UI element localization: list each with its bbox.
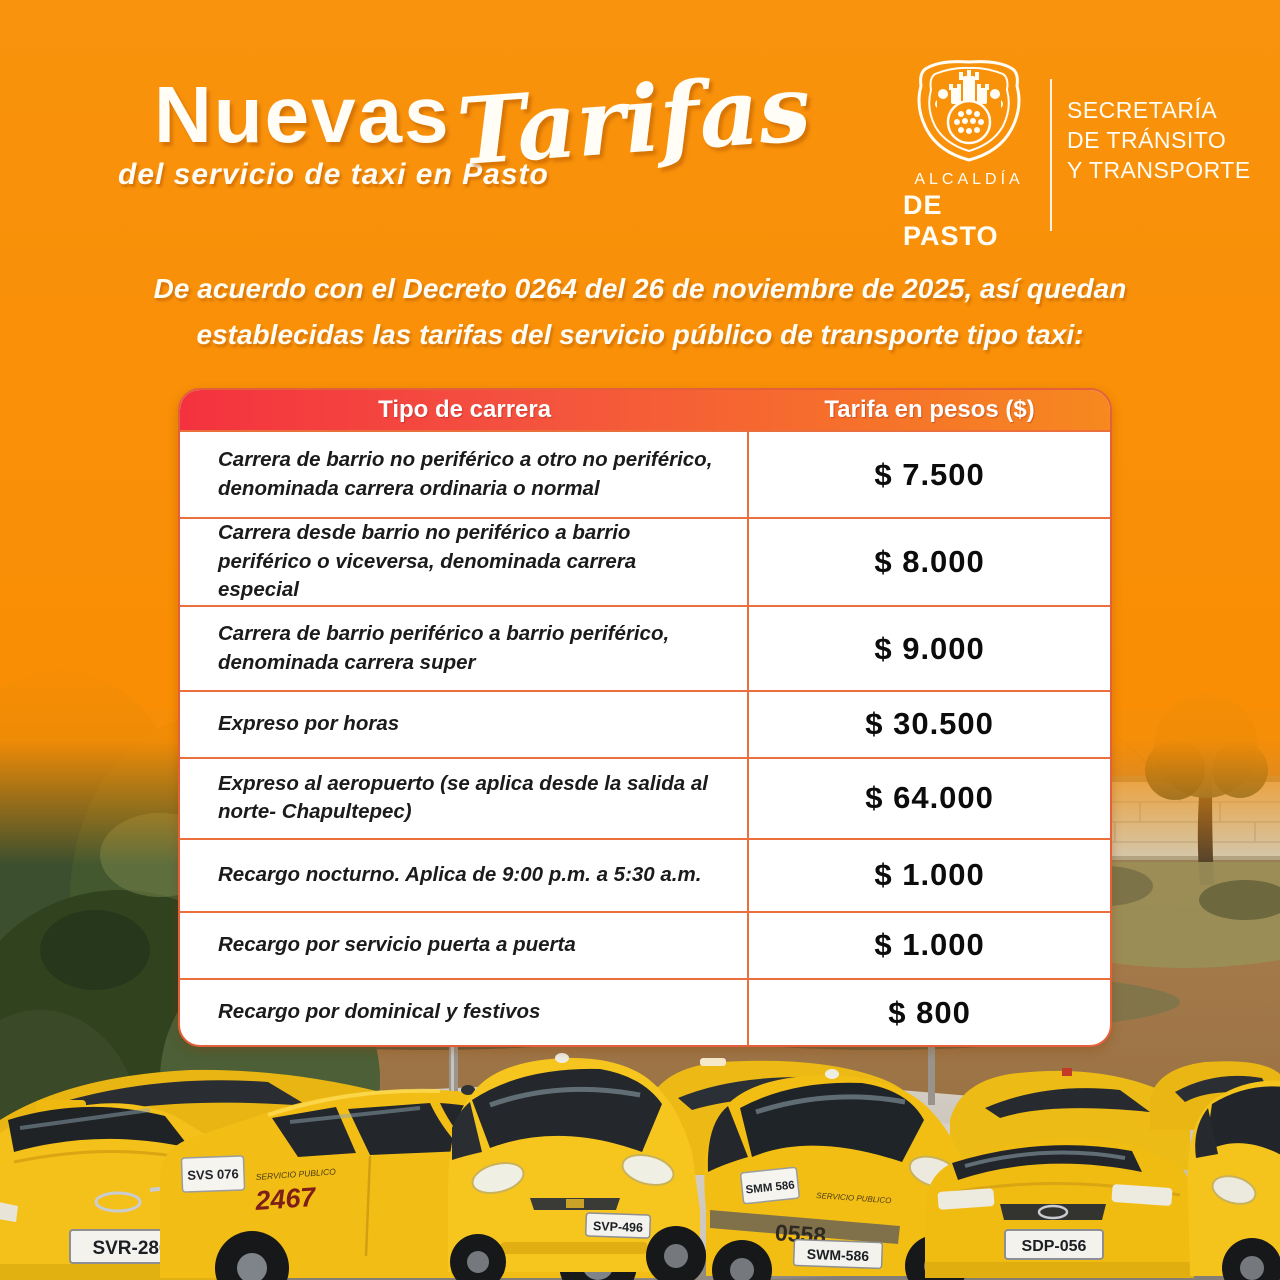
bg-taxi-right-sedan [950,1068,1190,1170]
fare-type: Recargo por servicio puerta a puerta [180,912,750,979]
fare-row: Expreso por horas $ 30.500 [180,690,1110,757]
door-number-center-sedan: 2467 [253,1182,318,1216]
fare-price: $ 800 [888,994,971,1030]
logo-de-pasto-label: DE PASTO [903,190,999,251]
fare-table-header: Tipo de carrera Tarifa en pesos ($) [180,390,1110,430]
title-block: NuevasTarifas del servicio de taxi en Pa… [118,53,814,192]
column-header-tipo: Tipo de carrera [378,396,552,423]
fare-type: Recargo por dominical y festivos [180,980,750,1045]
plate-far-left: SVR-286 [92,1238,169,1259]
fare-row: Recargo por dominical y festivos $ 800 [180,978,1110,1045]
fare-price: $ 30.500 [865,706,994,742]
fare-price: $ 7.500 [874,456,985,492]
fare-row: Expreso al aeropuerto (se aplica desde l… [180,756,1110,839]
intro-paragraph: De acuerdo con el Decreto 0264 del 26 de… [0,266,1280,358]
intro-line-2: establecidas las tarifas del servicio pú… [196,319,1084,351]
column-header-tarifa: Tarifa en pesos ($) [824,396,1035,423]
taxi-right-hatch: SMM 586 SERVICIO PUBLICO 0558 SWM-586 [704,1069,976,1280]
logo-alcaldia-label: ALCALDÍA [914,171,1024,188]
fare-type: Carrera de barrio periférico a barrio pe… [180,607,750,691]
secretaria-label: SECRETARÍA DE TRÁNSITO Y TRANSPORTE [1067,96,1251,186]
crest-icon [917,60,1021,162]
fare-type: Recargo nocturno. Aplica de 9:00 p.m. a … [180,840,750,911]
fare-price: $ 1.000 [874,857,985,893]
fare-table: Tipo de carrera Tarifa en pesos ($) Carr… [178,388,1112,1047]
fare-price: $ 8.000 [874,544,985,580]
fare-type: Expreso al aeropuerto (se aplica desde l… [180,758,750,839]
title-subtitle: del servicio de taxi en Pasto [118,158,549,191]
secretaria-line: DE TRÁNSITO [1067,127,1227,154]
fare-type: Carrera desde barrio no periférico a bar… [180,519,750,606]
secretaria-line: SECRETARÍA [1067,97,1218,124]
intro-line-1: De acuerdo con el Decreto 0264 del 26 de… [153,273,1127,304]
fare-type: Carrera de barrio no periférico a otro n… [180,432,750,518]
fare-row: Recargo nocturno. Aplica de 9:00 p.m. a … [180,838,1110,911]
plate-right-sedan: SDP-056 [1022,1238,1087,1255]
fare-row: Carrera desde barrio no periférico a bar… [180,517,1110,606]
title-nuevas: Nuevas [154,70,451,159]
door-sticker-center-sedan: SVS 076 [187,1166,239,1183]
secretaria-line: Y TRANSPORTE [1067,156,1251,183]
taxi-right-sedan: SDP-056 [925,1138,1194,1278]
taxi-far-right-hatch [1187,1080,1280,1280]
taxi-center-hatch: SVP-496 [447,1053,706,1280]
plate-right-hatch: SWM-586 [807,1246,870,1264]
fare-price: $ 64.000 [865,780,994,816]
fare-row: Recargo por servicio puerta a puerta $ 1… [180,910,1110,979]
logo-divider [1050,79,1052,231]
fare-price: $ 1.000 [874,927,985,963]
fare-row: Carrera de barrio periférico a barrio pe… [180,605,1110,691]
logo-alcaldia-de-pasto: ALCALDÍA DE PASTO SECRETARÍA DE TRÁNSITO… [903,58,1251,252]
crest-column: ALCALDÍA DE PASTO [903,58,1035,252]
fare-price: $ 9.000 [874,630,985,666]
plate-center-hatch: SVP-496 [593,1219,644,1235]
fare-type: Expreso por horas [180,692,750,757]
title-tarifas: Tarifas [453,53,814,187]
door-sticker-right-hatch: SMM 586 [745,1179,795,1196]
fare-row: Carrera de barrio no periférico a otro n… [180,430,1110,518]
